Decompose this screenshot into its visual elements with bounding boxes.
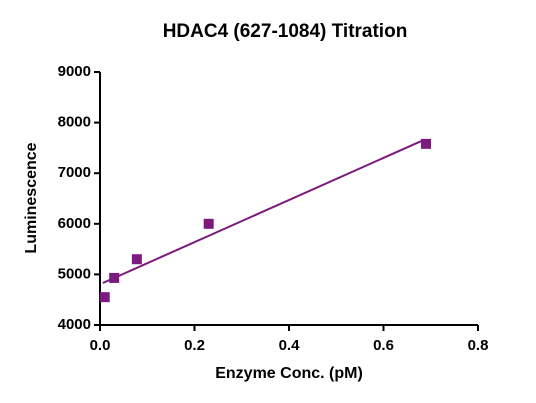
data-point [131,254,142,265]
chart-title: HDAC4 (627-1084) Titration [163,21,408,42]
data-point [109,272,120,283]
y-tick-label: 5000 [58,265,91,282]
x-tick-label: 0.4 [279,337,301,354]
y-tick-label: 9000 [58,63,91,80]
x-axis-title: Enzyme Conc. (pM) [215,365,363,382]
fit-line [102,138,425,284]
data-point [203,218,214,229]
x-tick-label: 0.6 [373,337,394,354]
x-tick-label: 0.8 [468,337,489,354]
data-point [99,292,110,303]
y-tick-label: 8000 [58,114,91,131]
y-tick-label: 4000 [58,316,91,333]
x-tick-label: 0.2 [184,337,205,354]
y-axis-title: Luminescence [23,142,40,253]
x-tick-label: 0.0 [90,337,111,354]
data-point [421,138,432,149]
y-tick-label: 7000 [58,164,91,181]
y-tick-label: 6000 [58,215,91,232]
